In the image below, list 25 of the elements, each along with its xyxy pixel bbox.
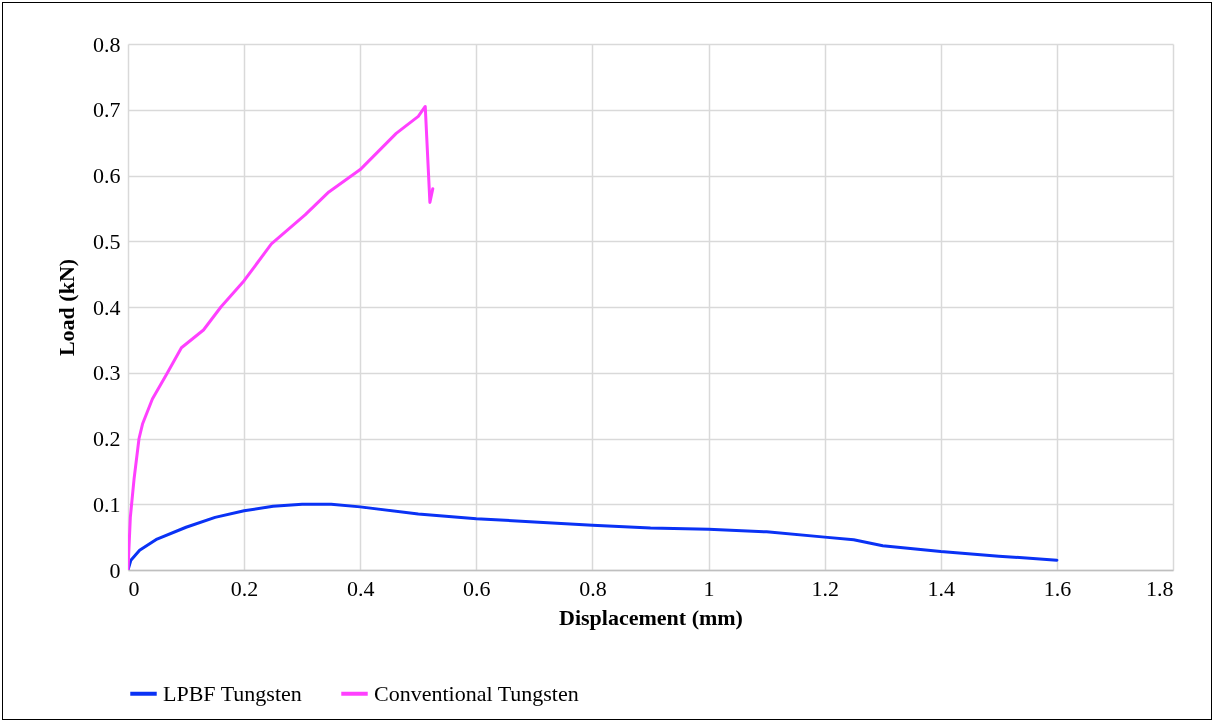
line-series xyxy=(128,502,1059,570)
x-tick-label: 1.8 xyxy=(1146,575,1174,601)
y-tick-label: 0.3 xyxy=(93,360,121,386)
legend-label: Conventional Tungsten xyxy=(374,680,579,706)
x-tick-label: 1.4 xyxy=(927,575,956,601)
y-tick-label: 0.8 xyxy=(93,31,121,57)
x-tick-label: 0.4 xyxy=(346,575,375,601)
y-tick-label: 0 xyxy=(109,557,121,583)
x-axis-title: Displacement (mm) xyxy=(559,604,743,630)
x-tick-label: 0.2 xyxy=(230,575,259,601)
x-tick-label: 1.6 xyxy=(1043,575,1072,601)
x-tick-label: 0.6 xyxy=(463,575,491,601)
y-tick-label: 0.1 xyxy=(93,491,121,517)
y-tick-label: 0.6 xyxy=(93,163,121,188)
x-tick-label: 1.2 xyxy=(811,575,839,601)
legend-label: LPBF Tungsten xyxy=(163,680,302,706)
y-tick-label: 0.7 xyxy=(93,97,121,123)
x-tick-label: 0 xyxy=(128,575,140,601)
y-tick-label: 0.5 xyxy=(93,228,121,254)
x-tick-label: 1 xyxy=(703,575,715,601)
y-axis-title: Load (kN) xyxy=(54,258,79,357)
line-series xyxy=(128,104,435,570)
y-tick-label: 0.4 xyxy=(93,294,121,320)
y-tick-label: 0.2 xyxy=(93,426,121,451)
x-tick-label: 0.8 xyxy=(579,575,607,601)
